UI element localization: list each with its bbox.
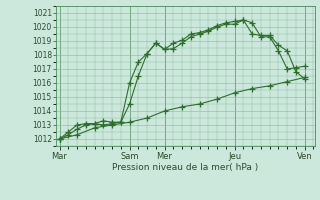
X-axis label: Pression niveau de la mer( hPa ): Pression niveau de la mer( hPa ) [112,163,259,172]
